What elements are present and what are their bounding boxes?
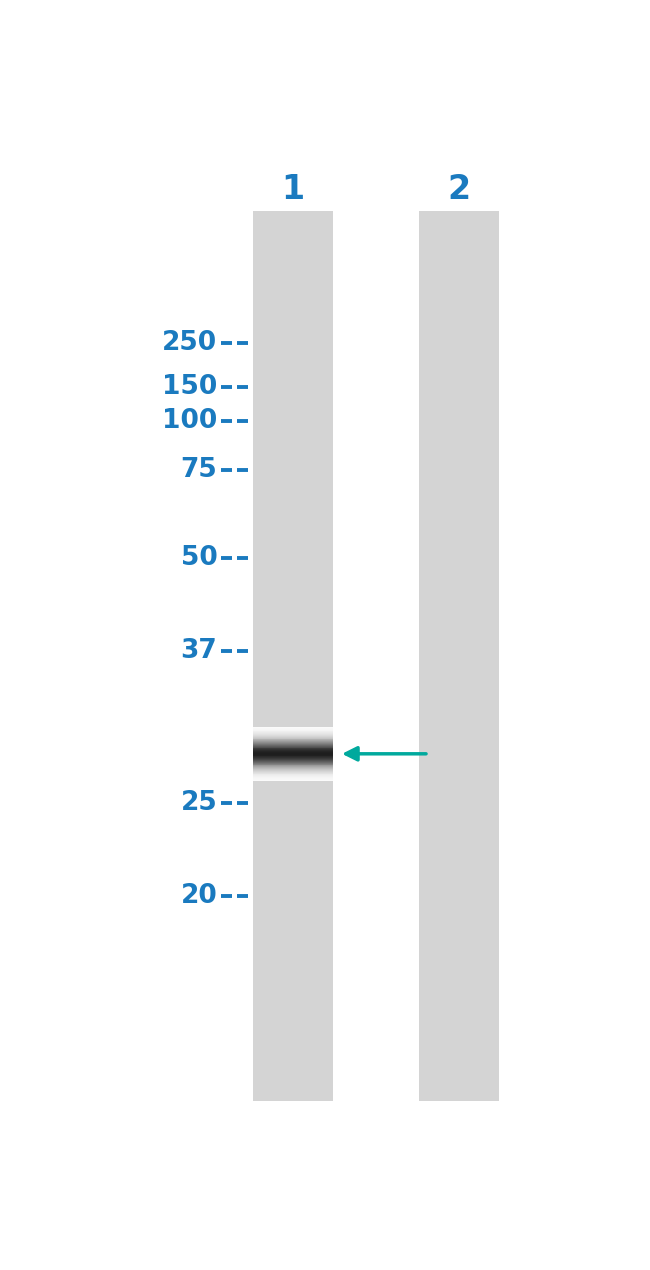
Text: 25: 25 xyxy=(181,790,217,815)
Text: 2: 2 xyxy=(447,173,471,206)
Text: 100: 100 xyxy=(162,409,217,434)
Text: 250: 250 xyxy=(162,330,217,356)
Text: 75: 75 xyxy=(181,457,217,483)
Text: 1: 1 xyxy=(281,173,304,206)
Text: 20: 20 xyxy=(181,883,217,908)
Text: 50: 50 xyxy=(181,545,217,572)
Bar xyxy=(419,211,499,1101)
Bar xyxy=(252,211,333,1101)
Text: 37: 37 xyxy=(181,638,217,664)
Text: 150: 150 xyxy=(162,375,217,400)
